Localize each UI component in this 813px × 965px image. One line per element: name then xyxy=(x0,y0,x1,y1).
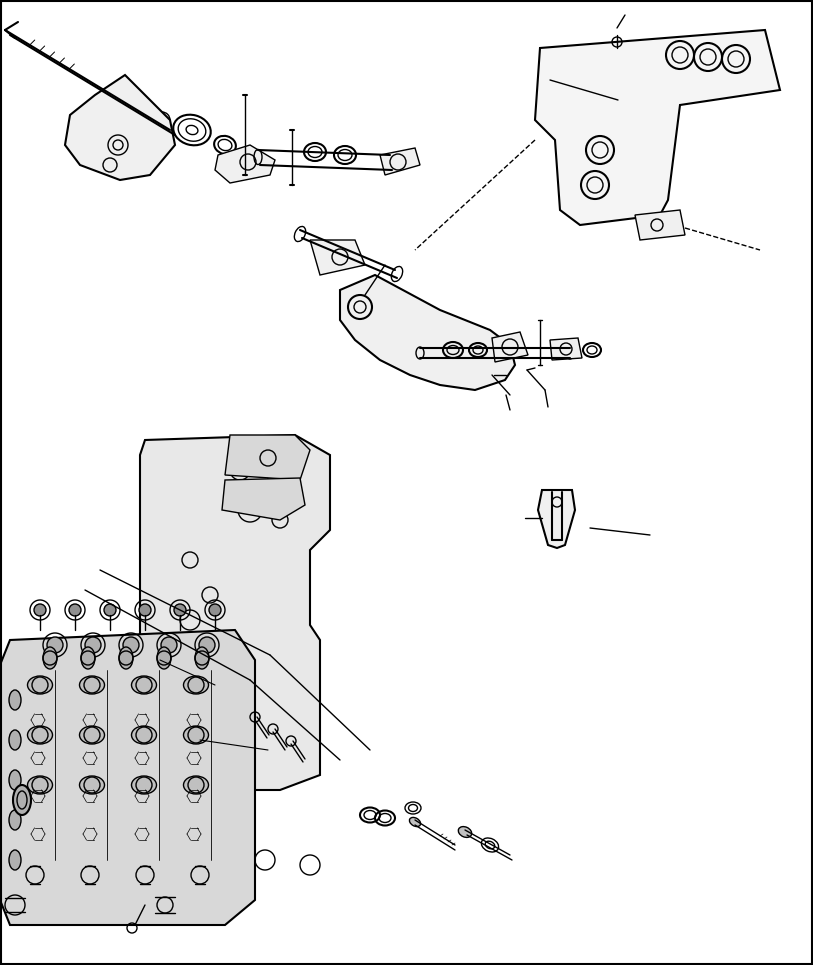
Polygon shape xyxy=(215,145,275,183)
Circle shape xyxy=(104,604,116,616)
Ellipse shape xyxy=(80,776,105,794)
Polygon shape xyxy=(535,30,780,225)
Polygon shape xyxy=(380,148,420,175)
Ellipse shape xyxy=(28,676,53,694)
Ellipse shape xyxy=(80,676,105,694)
Polygon shape xyxy=(225,435,310,480)
Circle shape xyxy=(34,604,46,616)
Ellipse shape xyxy=(184,776,208,794)
Polygon shape xyxy=(310,240,365,275)
Ellipse shape xyxy=(132,726,156,744)
Ellipse shape xyxy=(119,647,133,669)
Ellipse shape xyxy=(157,647,171,669)
Ellipse shape xyxy=(132,776,156,794)
Polygon shape xyxy=(65,75,175,180)
Ellipse shape xyxy=(184,726,208,744)
Ellipse shape xyxy=(9,850,21,870)
Ellipse shape xyxy=(28,776,53,794)
Circle shape xyxy=(139,604,151,616)
Ellipse shape xyxy=(13,785,31,815)
Circle shape xyxy=(47,637,63,653)
Ellipse shape xyxy=(43,647,57,669)
Ellipse shape xyxy=(195,647,209,669)
Ellipse shape xyxy=(9,810,21,830)
Ellipse shape xyxy=(410,817,420,827)
Circle shape xyxy=(69,604,81,616)
Circle shape xyxy=(161,637,177,653)
Polygon shape xyxy=(492,332,528,362)
Polygon shape xyxy=(0,630,255,925)
Polygon shape xyxy=(340,275,515,390)
Ellipse shape xyxy=(9,770,21,790)
Circle shape xyxy=(85,637,101,653)
Ellipse shape xyxy=(459,827,472,838)
Ellipse shape xyxy=(9,690,21,710)
Circle shape xyxy=(174,604,186,616)
Ellipse shape xyxy=(81,647,95,669)
Ellipse shape xyxy=(184,676,208,694)
Ellipse shape xyxy=(28,726,53,744)
Circle shape xyxy=(199,637,215,653)
Ellipse shape xyxy=(132,676,156,694)
Polygon shape xyxy=(550,338,582,360)
Polygon shape xyxy=(222,478,305,520)
Ellipse shape xyxy=(80,726,105,744)
Polygon shape xyxy=(635,210,685,240)
Circle shape xyxy=(123,637,139,653)
Ellipse shape xyxy=(9,730,21,750)
Polygon shape xyxy=(140,435,330,790)
Polygon shape xyxy=(538,490,575,548)
Circle shape xyxy=(209,604,221,616)
